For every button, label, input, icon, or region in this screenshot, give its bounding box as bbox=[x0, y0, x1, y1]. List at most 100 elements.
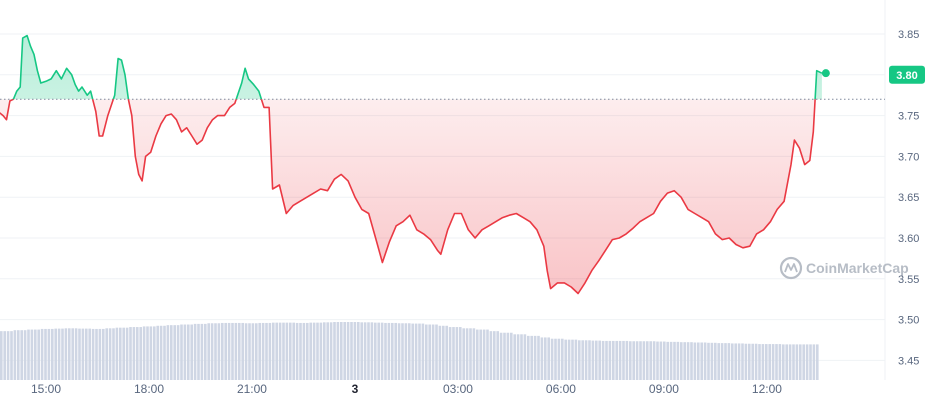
volume-bar bbox=[159, 325, 163, 380]
volume-bar bbox=[98, 328, 102, 380]
volume-bar bbox=[778, 344, 782, 380]
volume-bar bbox=[775, 344, 778, 380]
volume-bar bbox=[176, 325, 180, 380]
volume-bar bbox=[693, 342, 697, 380]
volume-bar bbox=[768, 344, 771, 380]
y-tick-label: 3.75 bbox=[898, 111, 919, 123]
volume-bar bbox=[452, 327, 455, 380]
volume-bar bbox=[10, 331, 13, 380]
volume-bar bbox=[316, 322, 319, 380]
volume-bar bbox=[363, 322, 367, 380]
y-tick-label: 3.85 bbox=[898, 29, 919, 41]
volume-bar bbox=[105, 328, 108, 380]
volume-bar bbox=[748, 343, 751, 380]
x-tick-label: 21:00 bbox=[237, 382, 267, 396]
volume-bar bbox=[190, 324, 193, 380]
volume-bar bbox=[238, 322, 241, 380]
volume-bar bbox=[204, 323, 207, 380]
volume-bar bbox=[666, 341, 669, 380]
volume-bar bbox=[697, 342, 700, 380]
volume-bar bbox=[401, 323, 404, 380]
volume-bar bbox=[112, 328, 115, 380]
volume-bar bbox=[520, 334, 523, 380]
volume-bar bbox=[465, 328, 469, 380]
x-axis: 15:00 18:00 21:00 3 03:00 06:00 09:00 12:00 bbox=[31, 382, 782, 396]
volume-bar bbox=[108, 328, 112, 380]
volume-bar bbox=[421, 323, 425, 380]
x-tick-label: 18:00 bbox=[134, 382, 164, 396]
volume-bar bbox=[163, 325, 166, 380]
volume-bar bbox=[510, 332, 513, 380]
volume-bar bbox=[544, 337, 547, 380]
x-tick-label: 03:00 bbox=[443, 382, 473, 396]
volume-bar bbox=[193, 323, 197, 380]
volume-bar bbox=[744, 343, 748, 380]
volume-bar bbox=[527, 335, 530, 380]
volume-bar bbox=[115, 327, 119, 380]
volume-bar bbox=[387, 322, 391, 380]
volume-bar bbox=[146, 326, 149, 380]
volume-bar bbox=[234, 322, 238, 380]
volume-bar bbox=[139, 327, 142, 380]
volume-bar bbox=[404, 323, 408, 380]
volume-bar bbox=[622, 340, 625, 380]
volume-bar bbox=[6, 331, 10, 380]
volume-bar bbox=[377, 322, 380, 380]
volume-bar bbox=[282, 322, 285, 380]
volume-bar bbox=[122, 327, 125, 380]
volume-bar bbox=[448, 327, 452, 380]
volume-bar bbox=[591, 340, 595, 380]
volume-bar bbox=[54, 328, 57, 380]
volume-bar bbox=[690, 342, 693, 380]
volume-bar bbox=[27, 329, 30, 380]
volume-bar bbox=[136, 327, 139, 380]
volume-bar bbox=[360, 322, 363, 380]
volume-bar bbox=[258, 322, 261, 380]
volume-bar bbox=[795, 344, 799, 380]
volume-bar bbox=[649, 341, 652, 380]
volume-bar bbox=[652, 341, 656, 380]
volume-bar bbox=[336, 322, 340, 380]
volume-bar bbox=[102, 328, 105, 380]
volume-bar bbox=[629, 341, 632, 380]
volume-bar bbox=[350, 322, 353, 380]
volume-bar bbox=[221, 322, 224, 380]
volume-bar bbox=[581, 340, 584, 380]
volume-bar bbox=[710, 342, 714, 380]
price-lines bbox=[0, 34, 823, 295]
volume-bar bbox=[244, 323, 248, 380]
volume-bar bbox=[391, 322, 394, 380]
volume-bar bbox=[724, 343, 727, 380]
watermark: CoinMarketCap bbox=[779, 256, 909, 280]
volume-bar bbox=[37, 329, 40, 380]
volume-bar bbox=[771, 344, 775, 380]
volume-bar bbox=[595, 340, 598, 380]
volume-bar bbox=[523, 334, 527, 380]
volume-bar bbox=[601, 340, 605, 380]
volume-bar bbox=[686, 342, 690, 380]
volume-bar bbox=[765, 344, 768, 380]
volume-bar bbox=[353, 322, 357, 380]
volume-bars bbox=[0, 322, 819, 380]
volume-bar bbox=[639, 341, 642, 380]
volume-bar bbox=[788, 344, 792, 380]
volume-bar bbox=[370, 322, 374, 380]
volume-bar bbox=[486, 329, 489, 380]
volume-bar bbox=[132, 327, 136, 380]
volume-bar bbox=[275, 322, 278, 380]
volume-bar bbox=[714, 342, 717, 380]
volume-bar bbox=[47, 328, 51, 380]
volume-bar bbox=[394, 322, 397, 380]
volume-bar bbox=[683, 342, 686, 380]
volume-bar bbox=[217, 323, 221, 380]
volume-bar bbox=[720, 343, 724, 380]
volume-bar bbox=[170, 325, 173, 380]
volume-bar bbox=[255, 323, 258, 380]
volume-bar bbox=[578, 340, 581, 380]
volume-bar bbox=[567, 339, 571, 380]
volume-bar bbox=[268, 322, 272, 380]
volume-bar bbox=[241, 322, 244, 380]
volume-bar bbox=[612, 340, 615, 380]
volume-bar bbox=[68, 328, 71, 380]
